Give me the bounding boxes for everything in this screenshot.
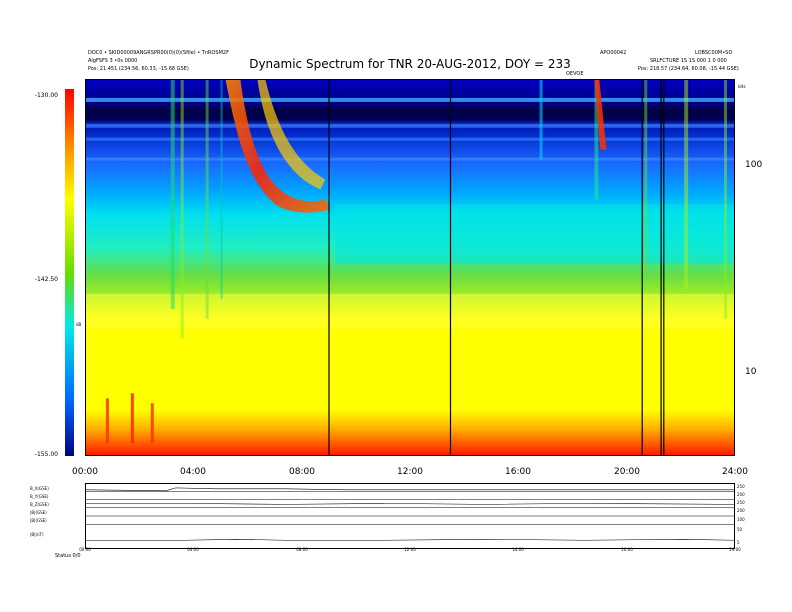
panel-label: |B|(nT) [30, 532, 44, 537]
panel-label: |B|(GSE) [30, 510, 47, 515]
band [86, 293, 734, 329]
panel-right-tick: 50 [737, 527, 743, 532]
panel-label: B_Y(GSE) [30, 494, 49, 499]
radio-burst [257, 80, 326, 190]
radio-burst [225, 80, 331, 213]
header-small-mark: OEVOE [566, 71, 584, 77]
spectrogram [85, 79, 735, 456]
panel-trace [86, 487, 734, 492]
band [86, 123, 734, 128]
streak [644, 80, 648, 279]
panel-label: B_X(GSE) [30, 486, 49, 491]
streak [170, 80, 175, 309]
panel-label: B_Z(GSE) [30, 502, 49, 507]
panel-trace [86, 503, 734, 505]
magnetometer-panel [85, 483, 735, 549]
panel-right-tick: 200 [737, 508, 745, 513]
panel-right-tick: 250 [737, 500, 745, 505]
burst-spike [105, 398, 109, 444]
burst-spike [150, 403, 154, 444]
band [335, 204, 734, 265]
x-tick-label: 12:00 [397, 467, 423, 477]
colorbar-unit: dB [76, 322, 82, 327]
band [86, 157, 734, 161]
colorbar [65, 89, 74, 456]
panel-right-tick: 100 [737, 517, 745, 522]
colorbar-tick-label: -142.50 [34, 276, 58, 283]
panel-x-tick: 04:00 [187, 547, 199, 552]
x-tick-label: 08:00 [289, 467, 315, 477]
band [86, 106, 734, 121]
header-left-line2: AlgFSFS 3 •0s 0000 [88, 58, 138, 64]
panel-x-tick: 00:00 [79, 547, 91, 552]
panel-right-tick: 250 [737, 484, 745, 489]
spectrogram-background [86, 80, 734, 455]
panel-x-tick: 20:00 [621, 547, 633, 552]
y-unit-label: kHz [738, 84, 746, 89]
streak [180, 80, 184, 339]
colorbar-tick-label: -130.00 [34, 92, 58, 99]
streak [205, 80, 209, 319]
streak [724, 80, 728, 319]
panel-trace [86, 538, 734, 541]
x-tick-label: 00:00 [72, 467, 98, 477]
y-tick-label: 100 [745, 160, 763, 170]
streak [539, 80, 543, 160]
header-left-line3: Pos: 21.451 (234.56, 60.33, -15.68 GSE) [88, 66, 189, 72]
panel-x-tick: 12:00 [404, 547, 416, 552]
panel-x-tick: 08:00 [296, 547, 308, 552]
header-right-line1a: APO00042 [600, 50, 627, 56]
streak [684, 80, 689, 289]
panel-x-tick: 16:00 [512, 547, 524, 552]
header-left-line1: DOC0 • SKID00009ANGRSPR00(0)(0)(Sfile) •… [88, 50, 229, 56]
x-tick-label: 16:00 [505, 467, 531, 477]
burst-spike [130, 393, 134, 444]
chart-title: Dynamic Spectrum for TNR 20-AUG-2012, DO… [249, 57, 571, 71]
streak [594, 80, 599, 200]
header-right-line3: Pos: 218.57 (234.64, 60.08, -15.44 GSE) [638, 66, 739, 72]
panel-label: |B|(GSE) [30, 518, 47, 523]
header-right-line1b: LOBSC00M•SD [695, 50, 733, 56]
streak [220, 80, 223, 299]
panel-footer-label: Status 0/0 [55, 553, 81, 559]
y-tick-label: 10 [745, 367, 757, 377]
panel-x-tick: 24:00 [729, 547, 741, 552]
panel-right-tick: 5 [737, 540, 740, 545]
x-tick-label: 24:00 [722, 467, 748, 477]
radio-burst [594, 80, 607, 150]
colorbar-tick-label: -155.00 [34, 451, 58, 458]
x-tick-label: 04:00 [180, 467, 206, 477]
band [86, 137, 734, 141]
x-tick-label: 20:00 [614, 467, 640, 477]
header-right-line2: SRLFCTURE 1S 1S 000 1 0 000 [650, 58, 727, 64]
panel-right-tick: 200 [737, 492, 745, 497]
band [86, 97, 734, 102]
